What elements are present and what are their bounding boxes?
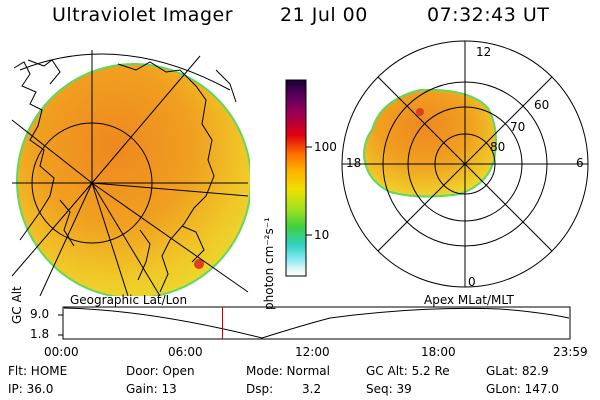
apex-polar-grid — [341, 40, 589, 288]
apex-aurora-oval — [362, 88, 497, 198]
timeline-ylabel: GC Alt — [10, 286, 24, 324]
status-seq: Seq: 39 — [366, 382, 412, 396]
mlt-label-6: 6 — [576, 156, 584, 170]
status-glon: GLon: 147.0 — [486, 382, 559, 396]
timeline-ytick-1-8: 1.8 — [30, 327, 50, 341]
timeline-xtick-0000: 00:00 — [44, 345, 79, 359]
status-door: Door: Open — [126, 364, 195, 378]
geo-grid — [11, 50, 249, 296]
mlat-label-80: 80 — [490, 140, 506, 154]
geo-coastlines — [13, 59, 237, 293]
status-dsp-value: 3.2 — [302, 382, 322, 396]
mlt-label-0: 0 — [468, 275, 476, 289]
timeline-xtick-2359: 23:59 — [553, 345, 588, 359]
status-dsp-label: Dsp: — [246, 382, 274, 396]
mlat-label-70: 70 — [510, 120, 526, 134]
time-label: 07:32:43 UT — [427, 4, 550, 26]
status-flt: Flt: HOME — [8, 364, 68, 378]
mlt-label-18: 18 — [346, 156, 362, 170]
timeline-ytick-9: 9.0 — [30, 307, 50, 321]
date-label: 21 Jul 00 — [280, 4, 368, 26]
status-gcalt: GC Alt: 5.2 Re — [366, 364, 450, 378]
timeline-xtick-0600: 06:00 — [168, 345, 203, 359]
timeline-xtick-1800: 18:00 — [421, 345, 456, 359]
status-glat: GLat: 82.9 — [486, 364, 549, 378]
geo-panel-label: Geographic Lat/Lon — [70, 293, 188, 307]
colorbar-tick-label-10: 10 — [314, 228, 330, 242]
geo-bright-spot — [194, 259, 204, 269]
colorbar-tick-label-100: 100 — [314, 140, 337, 154]
mlt-label-12: 12 — [476, 45, 492, 59]
mlat-label-60: 60 — [534, 98, 550, 112]
apex-hot-spot — [416, 108, 424, 116]
geo-earth-disk — [16, 63, 250, 296]
status-ip: IP: 36.0 — [8, 382, 54, 396]
status-gain: Gain: 13 — [126, 382, 177, 396]
colorbar-gradient — [285, 79, 307, 277]
timeline-frame — [62, 306, 571, 340]
apex-panel-label: Apex MLat/MLT — [424, 293, 514, 307]
timeline-xtick-1200: 12:00 — [295, 345, 330, 359]
instrument-title: Ultraviolet Imager — [52, 4, 234, 26]
timeline-altitude-curve — [63, 307, 570, 339]
status-mode: Mode: Normal — [246, 364, 330, 378]
